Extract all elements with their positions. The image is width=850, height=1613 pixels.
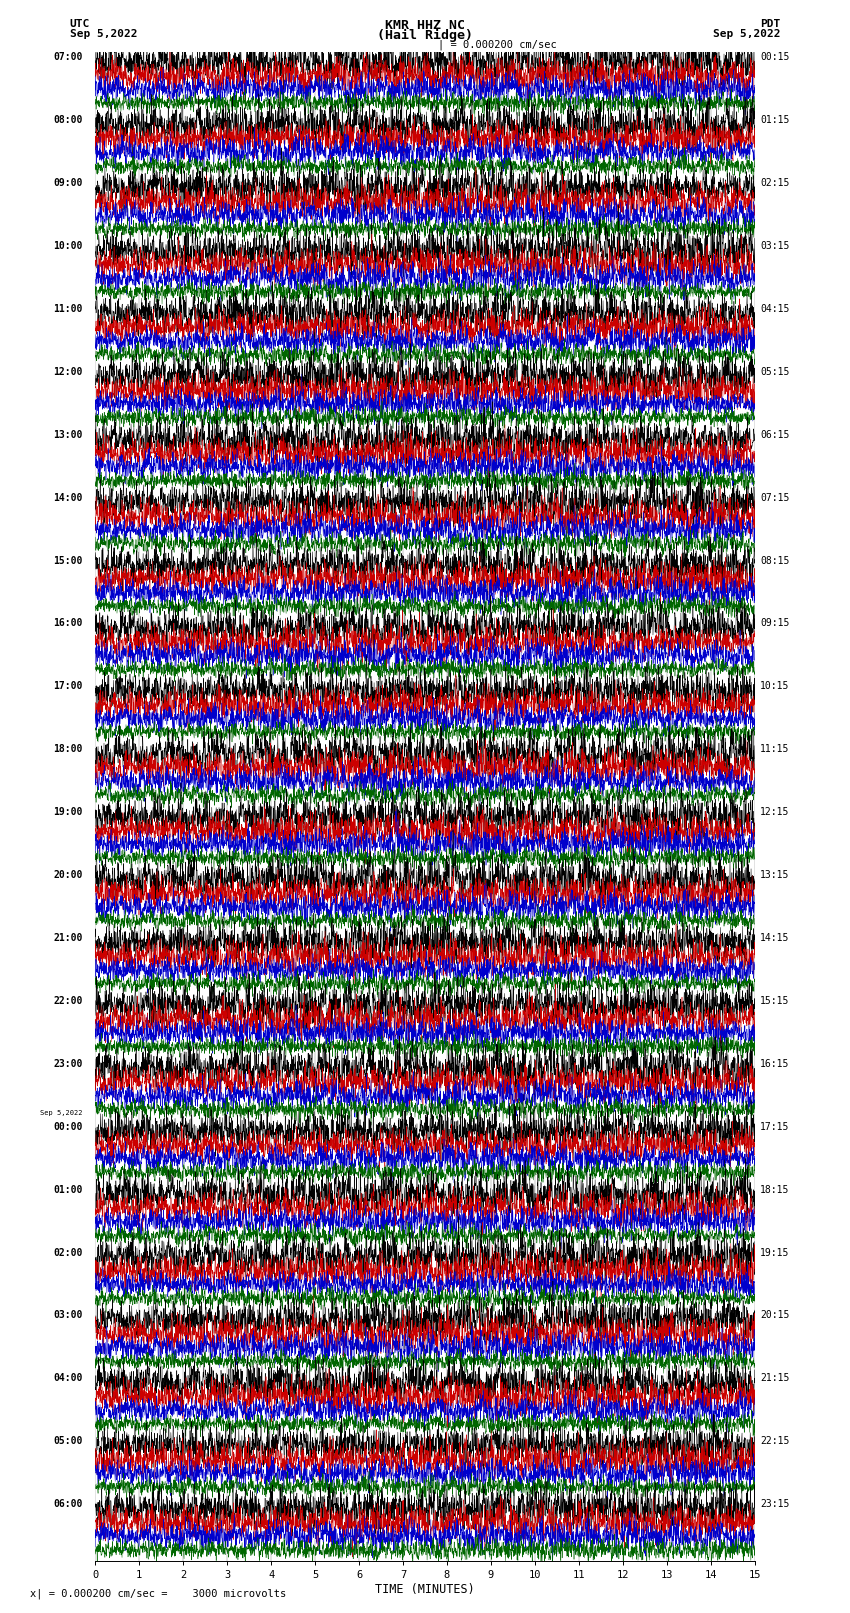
Text: 18:00: 18:00 [54,744,83,755]
Text: 11:15: 11:15 [760,744,790,755]
Text: 22:15: 22:15 [760,1436,790,1447]
Text: 20:15: 20:15 [760,1310,790,1321]
Text: 18:15: 18:15 [760,1184,790,1195]
Text: Sep 5,2022: Sep 5,2022 [70,29,137,39]
Text: 10:15: 10:15 [760,681,790,692]
Text: 21:15: 21:15 [760,1373,790,1384]
Text: 06:00: 06:00 [54,1498,83,1510]
Text: 03:15: 03:15 [760,240,790,252]
Text: 00:15: 00:15 [760,52,790,63]
Text: 12:15: 12:15 [760,806,790,818]
Text: 21:00: 21:00 [54,932,83,944]
Text: 02:00: 02:00 [54,1247,83,1258]
Text: Sep 5,2022: Sep 5,2022 [713,29,780,39]
Text: 00:00: 00:00 [54,1121,83,1132]
Text: | = 0.000200 cm/sec: | = 0.000200 cm/sec [438,39,557,50]
Text: 06:15: 06:15 [760,429,790,440]
Text: 01:00: 01:00 [54,1184,83,1195]
Text: 14:00: 14:00 [54,492,83,503]
Text: x| = 0.000200 cm/sec =    3000 microvolts: x| = 0.000200 cm/sec = 3000 microvolts [30,1589,286,1600]
Text: 14:15: 14:15 [760,932,790,944]
Text: 07:15: 07:15 [760,492,790,503]
Text: 08:00: 08:00 [54,115,83,126]
Text: 17:00: 17:00 [54,681,83,692]
Text: 20:00: 20:00 [54,869,83,881]
X-axis label: TIME (MINUTES): TIME (MINUTES) [375,1584,475,1597]
Text: 23:00: 23:00 [54,1058,83,1069]
Text: 12:00: 12:00 [54,366,83,377]
Text: PDT: PDT [760,19,780,29]
Text: 07:00: 07:00 [54,52,83,63]
Text: 15:00: 15:00 [54,555,83,566]
Text: 08:15: 08:15 [760,555,790,566]
Text: 09:00: 09:00 [54,177,83,189]
Text: 11:00: 11:00 [54,303,83,315]
Text: 13:15: 13:15 [760,869,790,881]
Text: 05:15: 05:15 [760,366,790,377]
Text: 22:00: 22:00 [54,995,83,1007]
Text: 16:15: 16:15 [760,1058,790,1069]
Text: 02:15: 02:15 [760,177,790,189]
Text: 01:15: 01:15 [760,115,790,126]
Text: (Hail Ridge): (Hail Ridge) [377,29,473,42]
Text: 13:00: 13:00 [54,429,83,440]
Text: 19:15: 19:15 [760,1247,790,1258]
Text: 23:15: 23:15 [760,1498,790,1510]
Text: 05:00: 05:00 [54,1436,83,1447]
Text: 15:15: 15:15 [760,995,790,1007]
Text: 17:15: 17:15 [760,1121,790,1132]
Text: Sep 5,2022: Sep 5,2022 [41,1110,83,1116]
Text: 04:15: 04:15 [760,303,790,315]
Text: 19:00: 19:00 [54,806,83,818]
Text: UTC: UTC [70,19,90,29]
Text: 04:00: 04:00 [54,1373,83,1384]
Text: KMR HHZ NC: KMR HHZ NC [385,19,465,32]
Text: 03:00: 03:00 [54,1310,83,1321]
Text: 10:00: 10:00 [54,240,83,252]
Text: 09:15: 09:15 [760,618,790,629]
Text: 16:00: 16:00 [54,618,83,629]
